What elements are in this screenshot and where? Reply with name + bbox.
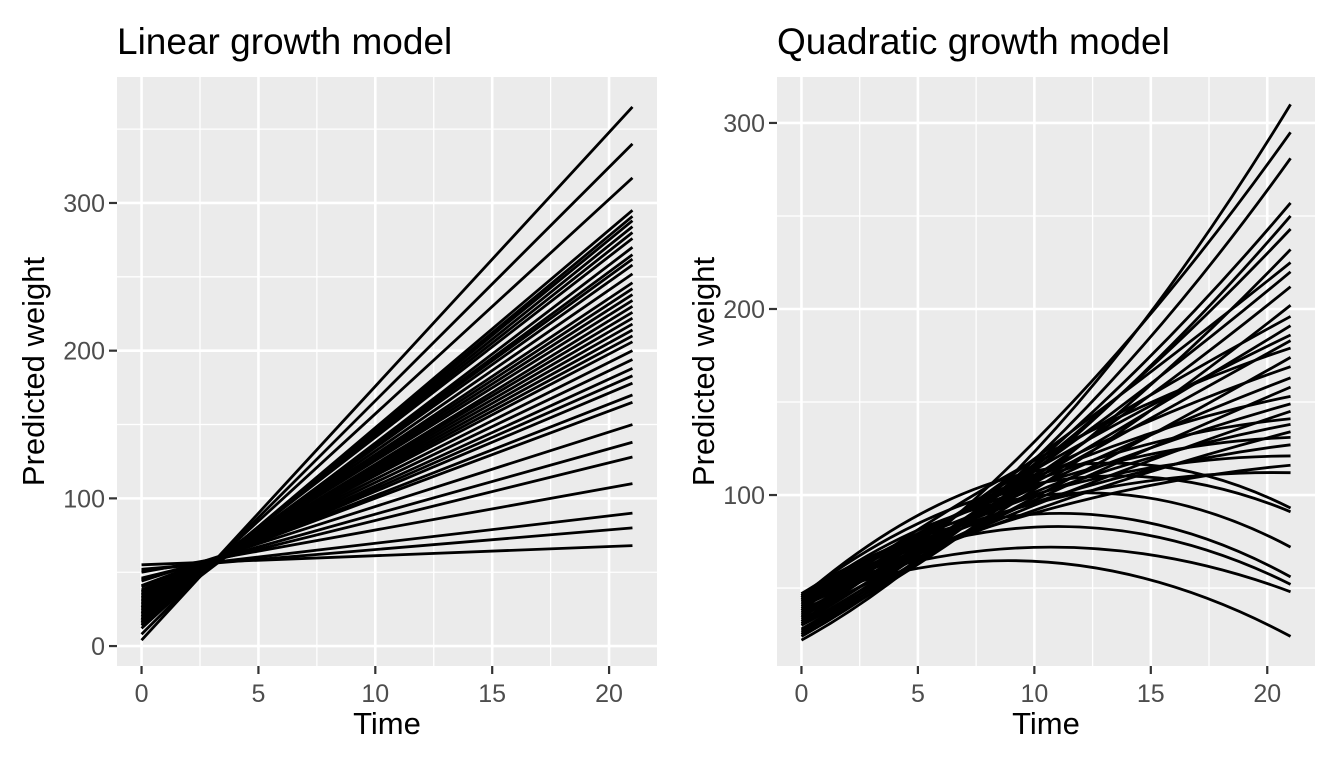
chart-canvas-quadratic: 0 5 10 15 20 100 200 300 — [723, 77, 1315, 708]
x-tick-label: 5 — [251, 680, 265, 708]
growth-curve — [800, 454, 1291, 597]
linear-growth-figure: 0 5 10 15 20 0 100 200 300 Linear growth model T… — [16, 21, 657, 741]
growth-curve — [800, 512, 1292, 595]
y-tick-label: 200 — [63, 338, 105, 366]
y-tick-label: 200 — [723, 296, 765, 324]
x-tick-label: 10 — [361, 680, 389, 708]
growth-curve — [800, 461, 1292, 599]
x-axis-title: Time — [353, 706, 421, 741]
growth-curve — [800, 474, 1292, 597]
x-tick-label: 0 — [135, 680, 149, 708]
x-tick-label: 20 — [1253, 680, 1281, 708]
growth-curve — [141, 482, 633, 574]
plot-title: Quadratic growth model — [777, 21, 1170, 62]
x-tick-label: 5 — [911, 680, 925, 708]
growth-curve — [800, 471, 1291, 595]
growth-curve — [800, 103, 1292, 642]
y-tick-label: 300 — [723, 110, 765, 138]
growth-curve — [141, 544, 633, 567]
growth-curve — [800, 545, 1292, 597]
y-tick-label: 100 — [63, 485, 105, 513]
growth-curve — [141, 423, 633, 583]
x-tick-label: 20 — [595, 680, 623, 708]
y-axis-title: Predicted weight — [686, 257, 721, 487]
x-tick-label: 15 — [478, 680, 506, 708]
x-tick-label: 10 — [1020, 680, 1048, 708]
growth-curve — [800, 525, 1292, 599]
x-tick-label: 15 — [1137, 680, 1165, 708]
growth-curve — [800, 491, 1292, 601]
y-tick-label: 100 — [723, 482, 765, 510]
y-tick-label: 300 — [63, 190, 105, 218]
y-tick-label: 0 — [91, 633, 105, 661]
growth-curve — [800, 443, 1291, 603]
y-axis-title: Predicted weight — [16, 257, 51, 487]
quadratic-growth-chart: 0 5 10 15 20 100 200 300 Quadratic growth model… — [686, 21, 1315, 741]
growth-curve — [800, 559, 1292, 638]
x-tick-label: 0 — [795, 680, 809, 708]
quadratic-growth-figure: 0 5 10 15 20 100 200 300 Quadratic growth model… — [672, 0, 1344, 768]
x-axis-title: Time — [1012, 706, 1080, 741]
plot-title: Linear growth model — [117, 21, 452, 62]
